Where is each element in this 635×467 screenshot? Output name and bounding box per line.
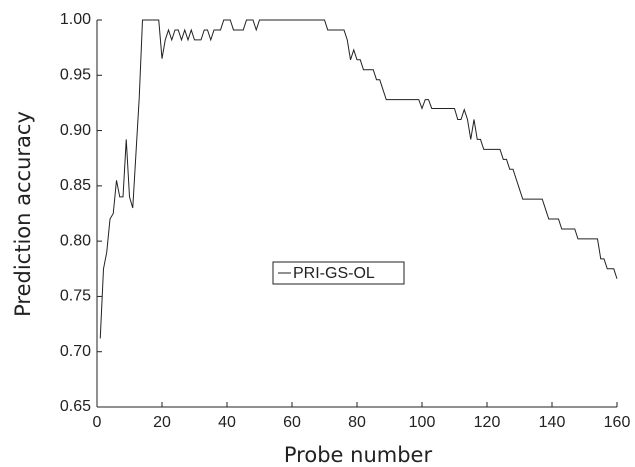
y-tick-label: 0.85 — [60, 177, 91, 194]
y-tick-label: 0.70 — [60, 343, 91, 360]
y-tick-label: 0.80 — [60, 232, 91, 249]
x-tick-label: 40 — [218, 414, 236, 431]
x-tick-label: 60 — [283, 414, 301, 431]
x-tick-label: 140 — [539, 414, 566, 431]
legend-label: PRI-GS-OL — [293, 265, 375, 282]
y-tick-label: 0.75 — [60, 288, 91, 305]
y-tick-label: 1.00 — [60, 11, 91, 28]
x-tick-label: 20 — [153, 414, 171, 431]
series-line — [99, 19, 618, 339]
y-tick-label: 0.65 — [60, 398, 91, 415]
legend-box — [272, 261, 405, 285]
x-tick-label: 80 — [348, 414, 366, 431]
x-tick-label: 120 — [474, 414, 501, 431]
x-tick-label: 0 — [93, 414, 102, 431]
y-tick-label: 0.90 — [60, 122, 91, 139]
x-tick-label: 100 — [409, 414, 436, 431]
x-axis-title: Probe number — [284, 443, 433, 467]
y-axis-title: Prediction accuracy — [11, 111, 35, 317]
y-tick-label: 0.95 — [60, 67, 91, 84]
x-tick-label: 160 — [604, 414, 631, 431]
